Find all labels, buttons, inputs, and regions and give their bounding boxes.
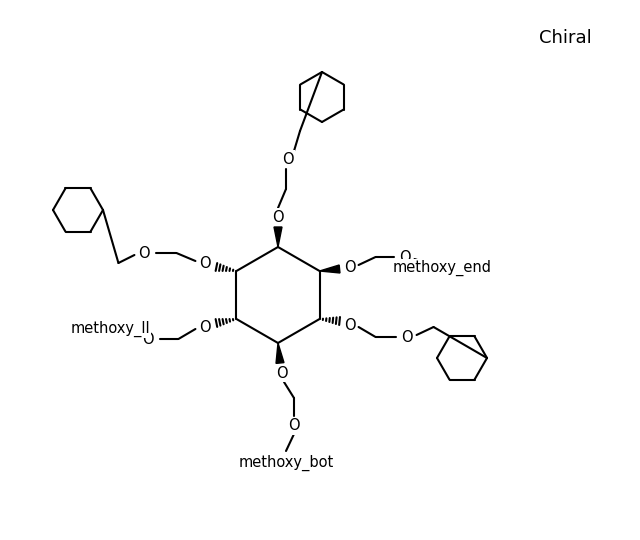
Text: O: O xyxy=(272,210,284,225)
Text: Chiral: Chiral xyxy=(539,29,591,47)
Text: O: O xyxy=(288,418,300,434)
Text: O: O xyxy=(344,318,355,333)
Polygon shape xyxy=(276,343,284,363)
Text: O: O xyxy=(139,246,150,260)
Text: methoxy_bot: methoxy_bot xyxy=(238,455,333,471)
Text: O: O xyxy=(399,249,410,265)
Text: O: O xyxy=(200,320,211,334)
Text: O: O xyxy=(143,332,154,347)
Polygon shape xyxy=(274,227,282,247)
Text: O: O xyxy=(276,366,288,381)
Text: O: O xyxy=(200,255,211,271)
Text: O: O xyxy=(344,260,355,274)
Text: methoxy_ll: methoxy_ll xyxy=(70,321,150,337)
Text: methoxy_end: methoxy_end xyxy=(393,260,492,276)
Text: O: O xyxy=(401,329,412,345)
Polygon shape xyxy=(319,265,340,273)
Text: O: O xyxy=(282,152,294,166)
